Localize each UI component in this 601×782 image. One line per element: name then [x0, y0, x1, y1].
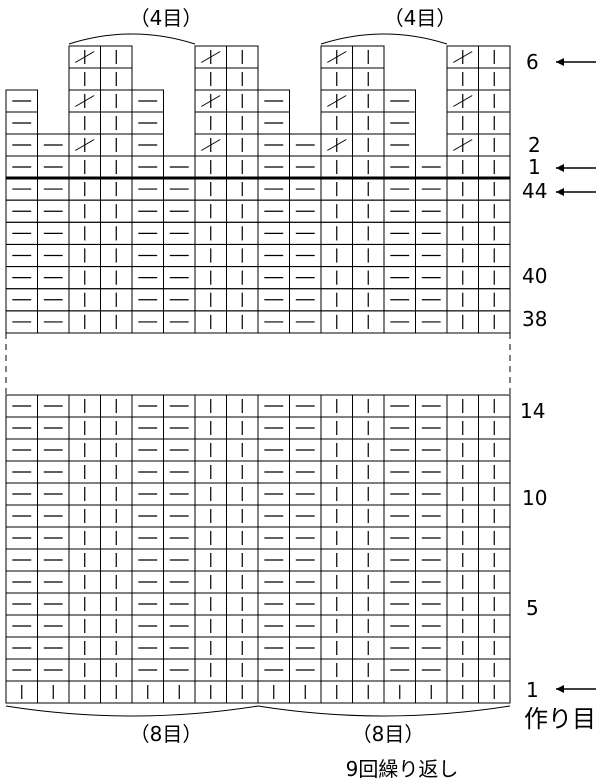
lower-row-14-cell-15: [478, 394, 511, 418]
decrease-mark-8: [327, 51, 347, 63]
row-label-10: 10: [522, 486, 547, 510]
bottom-group-label-1: （8目）: [130, 722, 203, 746]
top-bracket-1: [68, 33, 196, 45]
row-1-arrow-head: [556, 164, 564, 172]
bindoff-r6-c11: [352, 45, 385, 69]
chart-annotations: [5, 33, 596, 717]
decrease-mark-3: [201, 139, 221, 151]
decrease-mark-9: [453, 139, 473, 151]
decrease-mark-6: [327, 139, 347, 151]
decrease-mark-4: [201, 95, 221, 107]
cast-on-arrow-head: [556, 685, 564, 693]
row-label-6: 6: [526, 50, 539, 74]
bindoff-r4-c12: [383, 89, 416, 113]
top-bracket-2: [320, 33, 448, 45]
bindoff-r4-c8: [257, 89, 290, 113]
repeat-label: 9回繰り返し: [346, 757, 459, 781]
top-group-label-2: （4目）: [384, 6, 457, 30]
cast-on-label: 作り目: [524, 705, 596, 733]
row-label-40: 40: [522, 264, 547, 288]
bottom-bracket-2: [257, 705, 511, 717]
stitch-grid: [5, 45, 511, 704]
bottom-bracket-1: [5, 705, 259, 717]
row-label-38: 38: [522, 307, 547, 331]
top-group-label-1: （4目）: [130, 6, 203, 30]
row-label-14: 14: [520, 399, 545, 423]
decrease-mark-5: [201, 51, 221, 63]
bottom-group-label-2: （8目）: [352, 722, 425, 746]
decrease-mark-11: [453, 51, 473, 63]
bindoff-r6-c3: [100, 45, 133, 69]
decrease-mark-7: [327, 95, 347, 107]
bindoff-r4-c0: [5, 89, 38, 113]
bindoff-r6-c7: [226, 45, 259, 69]
row-6-arrow-head: [556, 58, 564, 66]
bindoff-r6-c15: [478, 45, 511, 69]
row-label-5: 5: [526, 596, 539, 620]
bindoff-r4-c4: [131, 89, 164, 113]
row-label-44: 44: [522, 179, 547, 203]
row-44-arrow-head: [556, 188, 564, 196]
row-label-1-top: 1: [528, 155, 541, 179]
row-label-1-bottom: 1: [526, 678, 539, 702]
decrease-mark-1: [75, 95, 95, 107]
stitch-symbols: [12, 49, 495, 700]
decrease-mark-2: [75, 51, 95, 63]
row-label-2: 2: [528, 133, 541, 157]
decrease-mark-10: [453, 95, 473, 107]
decrease-mark-0: [75, 139, 95, 151]
